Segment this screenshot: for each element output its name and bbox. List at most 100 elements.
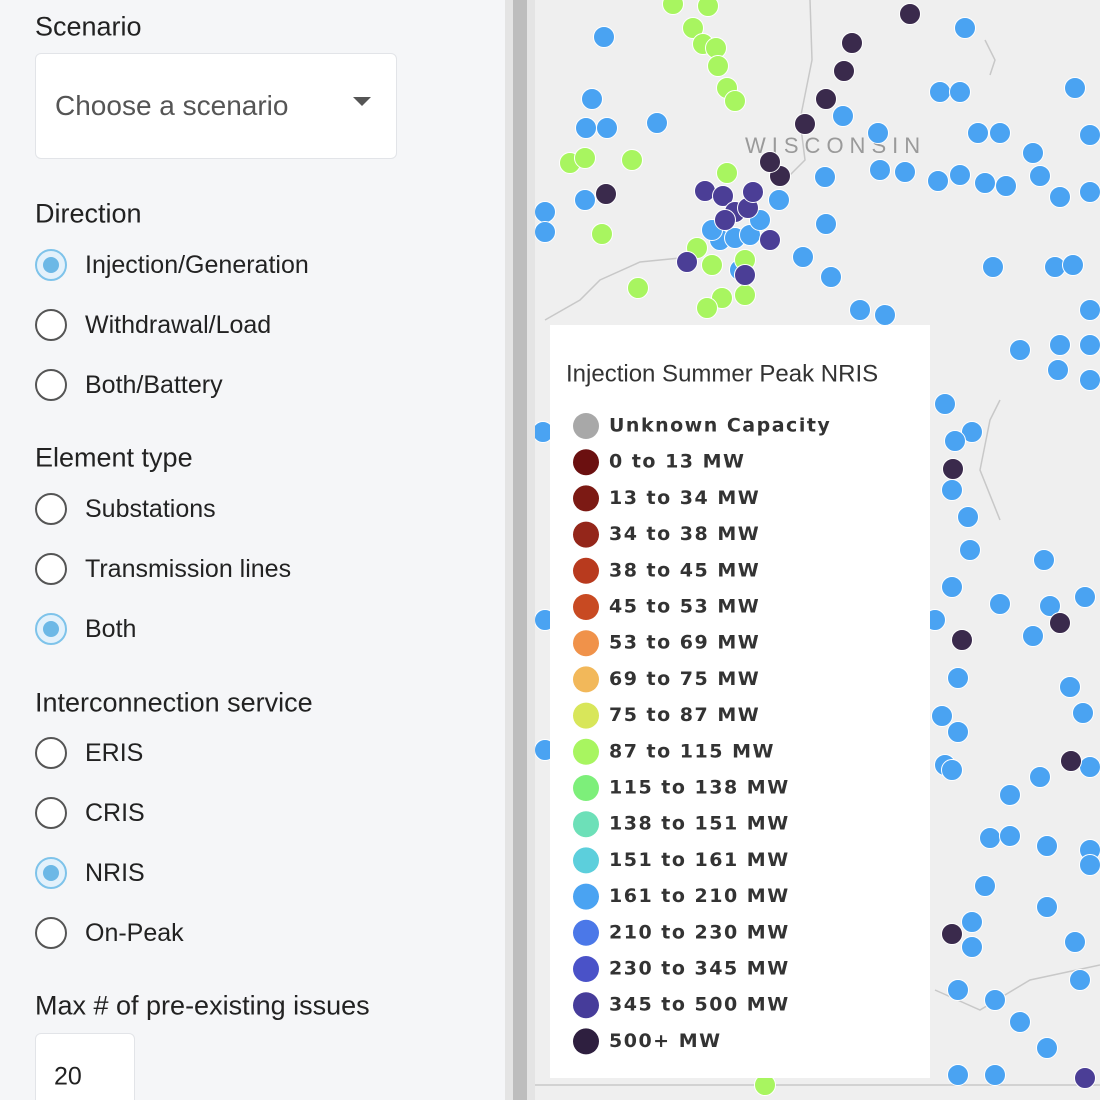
map-marker[interactable] <box>1009 339 1031 361</box>
map-marker[interactable] <box>581 88 603 110</box>
map-marker[interactable] <box>794 113 816 135</box>
map-marker[interactable] <box>934 393 956 415</box>
map-marker[interactable] <box>949 81 971 103</box>
map-marker[interactable] <box>724 90 746 112</box>
map-marker[interactable] <box>1079 181 1100 203</box>
map-marker[interactable] <box>697 0 719 17</box>
map-marker[interactable] <box>982 256 1004 278</box>
map-marker[interactable] <box>535 221 556 243</box>
map-marker[interactable] <box>961 421 983 443</box>
map-marker[interactable] <box>712 185 734 207</box>
map-marker[interactable] <box>957 506 979 528</box>
map-marker[interactable] <box>696 297 718 319</box>
map-marker[interactable] <box>941 759 963 781</box>
map-marker[interactable] <box>1047 359 1069 381</box>
map[interactable]: WISCONSIN Injection Summer Peak NRIS Unk… <box>535 0 1100 1100</box>
map-marker[interactable] <box>792 246 814 268</box>
map-marker[interactable] <box>841 32 863 54</box>
map-marker[interactable] <box>1029 165 1051 187</box>
map-marker[interactable] <box>701 254 723 276</box>
radio-option[interactable]: Withdrawal/Load <box>35 305 271 345</box>
map-marker[interactable] <box>974 875 996 897</box>
map-marker[interactable] <box>1022 625 1044 647</box>
map-marker[interactable] <box>814 166 836 188</box>
radio-option[interactable]: ERIS <box>35 733 143 773</box>
map-marker[interactable] <box>951 629 973 651</box>
map-marker[interactable] <box>979 827 1001 849</box>
map-marker[interactable] <box>1049 186 1071 208</box>
map-marker[interactable] <box>874 304 896 326</box>
radio-option[interactable]: On-Peak <box>35 913 184 953</box>
map-marker[interactable] <box>1029 766 1051 788</box>
map-marker[interactable] <box>967 122 989 144</box>
map-marker[interactable] <box>1079 299 1100 321</box>
map-marker[interactable] <box>1009 1011 1031 1033</box>
map-marker[interactable] <box>1022 142 1044 164</box>
map-marker[interactable] <box>734 264 756 286</box>
radio-option[interactable]: CRIS <box>35 793 145 833</box>
map-marker[interactable] <box>984 989 1006 1011</box>
map-marker[interactable] <box>974 172 996 194</box>
map-marker[interactable] <box>759 229 781 251</box>
map-marker[interactable] <box>1079 854 1100 876</box>
map-marker[interactable] <box>995 175 1017 197</box>
map-marker[interactable] <box>820 266 842 288</box>
map-marker[interactable] <box>1074 1067 1096 1089</box>
map-marker[interactable] <box>714 209 736 231</box>
map-marker[interactable] <box>1036 896 1058 918</box>
map-marker[interactable] <box>833 60 855 82</box>
map-marker[interactable] <box>947 667 969 689</box>
map-marker[interactable] <box>1062 254 1084 276</box>
max-issues-input[interactable]: 20 <box>35 1033 135 1100</box>
map-marker[interactable] <box>1059 676 1081 698</box>
map-marker[interactable] <box>707 55 729 77</box>
map-marker[interactable] <box>894 161 916 183</box>
map-marker[interactable] <box>627 277 649 299</box>
map-marker[interactable] <box>1079 369 1100 391</box>
map-marker[interactable] <box>1036 1037 1058 1059</box>
map-marker[interactable] <box>949 164 971 186</box>
map-marker[interactable] <box>849 299 871 321</box>
map-marker[interactable] <box>682 17 704 39</box>
map-marker[interactable] <box>662 0 684 15</box>
map-marker[interactable] <box>944 430 966 452</box>
map-marker[interactable] <box>742 181 764 203</box>
map-marker[interactable] <box>574 189 596 211</box>
map-marker[interactable] <box>716 162 738 184</box>
map-marker[interactable] <box>1072 702 1094 724</box>
map-marker[interactable] <box>832 105 854 127</box>
map-marker[interactable] <box>596 117 618 139</box>
map-marker[interactable] <box>927 170 949 192</box>
map-marker[interactable] <box>734 284 756 306</box>
map-marker[interactable] <box>759 151 781 173</box>
scenario-select[interactable]: Choose a scenario <box>35 53 397 159</box>
map-marker[interactable] <box>999 825 1021 847</box>
map-marker[interactable] <box>959 539 981 561</box>
map-marker[interactable] <box>1069 969 1091 991</box>
map-marker[interactable] <box>1079 756 1100 778</box>
map-marker[interactable] <box>535 201 556 223</box>
map-marker[interactable] <box>1064 77 1086 99</box>
map-marker[interactable] <box>984 1064 1006 1086</box>
map-marker[interactable] <box>942 458 964 480</box>
radio-option[interactable]: Transmission lines <box>35 549 291 589</box>
map-marker[interactable] <box>591 223 613 245</box>
radio-option[interactable]: NRIS <box>35 853 145 893</box>
map-marker[interactable] <box>575 117 597 139</box>
map-marker[interactable] <box>593 26 615 48</box>
map-marker[interactable] <box>1033 549 1055 571</box>
map-marker[interactable] <box>867 122 889 144</box>
map-marker[interactable] <box>941 479 963 501</box>
map-marker[interactable] <box>1060 750 1082 772</box>
radio-option[interactable]: Injection/Generation <box>35 245 309 285</box>
map-marker[interactable] <box>1079 124 1100 146</box>
map-marker[interactable] <box>646 112 668 134</box>
map-marker[interactable] <box>999 784 1021 806</box>
map-marker[interactable] <box>869 159 891 181</box>
map-marker[interactable] <box>931 705 953 727</box>
map-marker[interactable] <box>1079 334 1100 356</box>
map-marker[interactable] <box>574 147 596 169</box>
map-marker[interactable] <box>815 213 837 235</box>
map-marker[interactable] <box>989 122 1011 144</box>
splitter[interactable] <box>505 0 535 1100</box>
